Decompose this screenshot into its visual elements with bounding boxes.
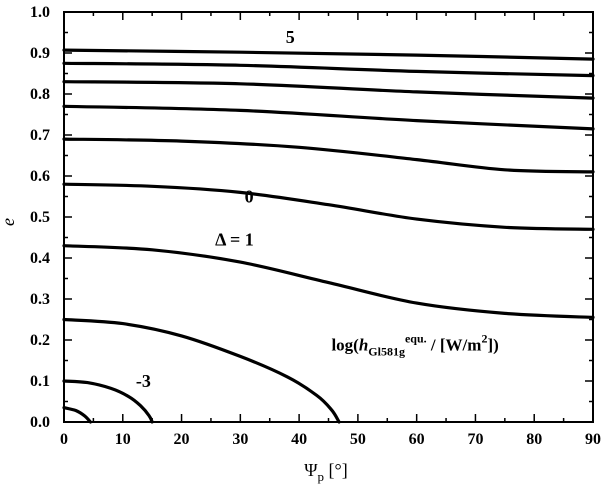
- x-axis-unit: [°]: [324, 460, 348, 480]
- x-axis-symbol: Ψ: [304, 460, 318, 480]
- y-tick-label: 1.0: [30, 4, 50, 21]
- legend-sup: equ.: [405, 331, 427, 345]
- contour-line-3: [62, 317, 341, 424]
- legend-prefix: log(: [331, 335, 359, 354]
- contour-line-8: [62, 80, 595, 100]
- x-tick-label: 50: [350, 431, 366, 448]
- y-tick-label: 0.7: [30, 127, 50, 144]
- contour-line-4: [62, 244, 595, 319]
- legend-mid: / [W/m: [427, 335, 482, 354]
- contour-annotations: 5 0 Δ = 1 -3: [136, 27, 295, 391]
- y-tick-label: 0.0: [30, 414, 50, 431]
- y-tick-label: 0.2: [30, 332, 50, 349]
- y-tick-label: 0.4: [30, 250, 50, 267]
- contour-line-1: [62, 406, 93, 424]
- y-tick-label: 0.5: [30, 209, 50, 226]
- axis-ticks: [63, 11, 594, 423]
- contour-line-10: [62, 48, 595, 61]
- contour-line-7: [62, 104, 595, 131]
- contour-label: 0: [245, 187, 254, 207]
- y-axis-title: e: [0, 218, 18, 226]
- y-tick-label: 0.6: [30, 168, 50, 185]
- legend-label: log(hGl581gequ. / [W/m2]): [331, 331, 498, 358]
- contour-line-5: [62, 182, 595, 231]
- legend-sup2: 2: [481, 331, 487, 345]
- x-tick-label: 90: [585, 431, 601, 448]
- x-tick-label: 60: [409, 431, 425, 448]
- x-tick-label: 20: [174, 431, 190, 448]
- y-tick-label: 0.3: [30, 291, 50, 308]
- x-axis-subscript: p: [318, 469, 325, 484]
- x-tick-label: 40: [291, 431, 307, 448]
- x-tick-label: 30: [232, 431, 248, 448]
- contour-label: Δ = 1: [215, 230, 254, 250]
- x-axis-title: Ψp [°]: [304, 460, 347, 484]
- y-tick-label: 0.9: [30, 45, 50, 62]
- x-tick-label: 80: [526, 431, 542, 448]
- y-tick-labels: 0.0 0.1 0.2 0.3 0.4 0.5 0.6 0.7 0.8 0.9 1.0: [30, 4, 50, 431]
- contour-line-9: [62, 61, 595, 78]
- contour-lines: [62, 48, 595, 424]
- x-tick-label: 10: [115, 431, 131, 448]
- contour-line-6: [62, 137, 595, 174]
- contour-label: -3: [136, 371, 151, 391]
- contour-label: 5: [286, 27, 295, 47]
- x-tick-labels: 0 10 20 30 40 50 60 70 80 90: [60, 431, 601, 448]
- y-tick-label: 0.8: [30, 86, 50, 103]
- legend-suffix: ]): [487, 335, 498, 354]
- legend-h: h: [359, 335, 368, 354]
- contour-line-2: [62, 379, 154, 424]
- x-tick-label: 70: [467, 431, 483, 448]
- legend-sub: Gl581g: [368, 344, 405, 358]
- x-tick-label: 0: [60, 431, 68, 448]
- y-tick-label: 0.1: [30, 373, 50, 390]
